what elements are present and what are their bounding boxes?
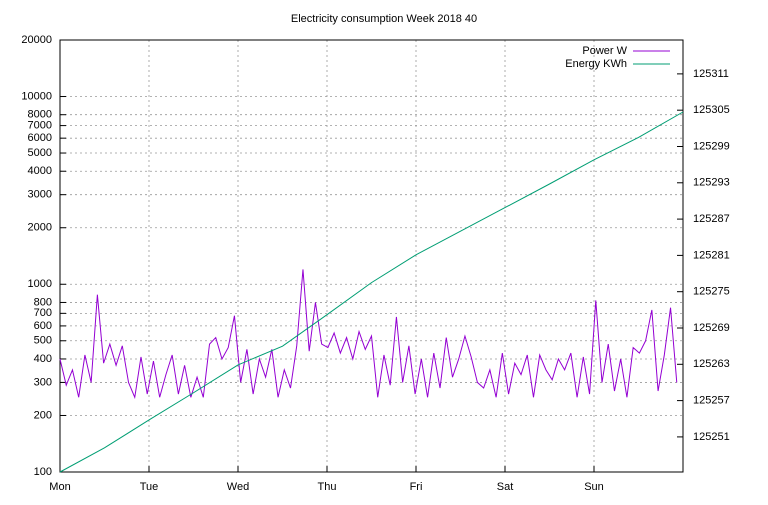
y2-tick-label: 125293: [693, 177, 730, 189]
y2-tick-label: 125287: [693, 213, 730, 225]
y-tick-label: 200: [34, 409, 52, 421]
y-tick-label: 800: [34, 296, 52, 308]
series-line: [59, 269, 678, 400]
y2-tick-label: 125311: [693, 68, 729, 80]
y-tick-label: 7000: [28, 120, 52, 132]
x-tick-label: Sat: [497, 481, 514, 493]
x-tick-label: Thu: [318, 481, 337, 493]
y2-tick-label: 125305: [693, 104, 730, 116]
y-tick-label: 100: [34, 466, 52, 478]
y2-tick-label: 125257: [693, 395, 730, 407]
x-tick-label: Wed: [227, 481, 249, 493]
y-tick-label: 300: [34, 376, 52, 388]
x-tick-label: Sun: [584, 481, 604, 493]
series-line: [59, 111, 684, 473]
y2-tick-label: 125281: [693, 249, 730, 261]
y-tick-label: 5000: [28, 147, 52, 159]
y2-tick-label: 125299: [693, 140, 730, 152]
y-tick-label: 500: [34, 335, 52, 347]
legend-label: Power W: [582, 45, 627, 57]
y-tick-label: 3000: [28, 189, 52, 201]
x-tick-label: Mon: [49, 481, 70, 493]
y2-tick-label: 125275: [693, 286, 730, 298]
legend-label: Energy KWh: [565, 58, 627, 70]
x-tick-label: Fri: [410, 481, 423, 493]
y-tick-label: 1000: [28, 278, 52, 290]
plot-frame: [59, 39, 684, 473]
x-tick-label: Tue: [140, 481, 159, 493]
y-tick-label: 8000: [28, 109, 52, 121]
y-tick-label: 6000: [28, 132, 52, 144]
y-tick-label: 700: [34, 307, 52, 319]
y-tick-label: 400: [34, 353, 52, 365]
y2-tick-label: 125251: [693, 431, 730, 443]
chart-title: Electricity consumption Week 2018 40: [291, 13, 477, 25]
y-tick-label: 10000: [21, 90, 52, 102]
y-tick-label: 20000: [21, 34, 52, 46]
y-tick-label: 600: [34, 320, 52, 332]
y2-tick-label: 125269: [693, 322, 730, 334]
y-tick-label: 2000: [28, 222, 52, 234]
y-tick-label: 4000: [28, 165, 52, 177]
y2-tick-label: 125263: [693, 358, 730, 370]
